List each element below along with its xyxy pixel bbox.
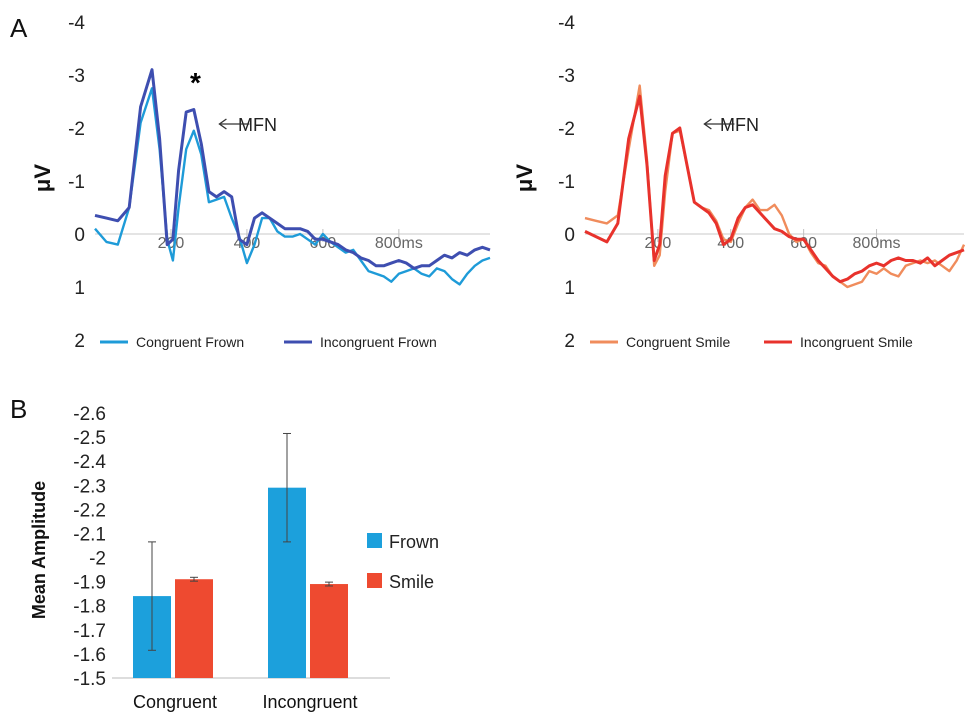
significance-marker: *: [190, 67, 201, 98]
y-tick-label: -4: [558, 13, 575, 34]
y-tick-label: -2: [558, 119, 575, 140]
y-axis-label: Mean Amplitude: [29, 481, 49, 619]
x-tick-label: 800ms: [853, 235, 901, 252]
category-label: Incongruent: [262, 692, 357, 712]
x-tick-label: 200: [158, 235, 185, 252]
bar-smile: [175, 579, 213, 678]
x-tick-label: 800ms: [375, 235, 423, 252]
y-tick-label: -1.8: [73, 597, 106, 618]
legend-label: Incongruent Smile: [800, 334, 913, 350]
y-tick-label: 1: [74, 278, 85, 299]
y-tick-label: -2.1: [73, 524, 106, 545]
bar-smile: [310, 584, 348, 678]
y-tick-label: -2.4: [73, 452, 106, 473]
legend-label: Congruent Smile: [626, 334, 730, 350]
legend-label: Smile: [389, 572, 434, 592]
y-tick-label: 0: [74, 225, 85, 246]
y-tick-label: -2: [89, 549, 106, 570]
y-tick-label: 2: [74, 331, 85, 352]
y-tick-label: -1: [68, 172, 85, 193]
y-axis-label: μV: [512, 164, 537, 192]
bar-chart-mean-amplitude: Mean Amplitude -2.6 -2.5 -2.4 -2.3 -2.2 -2.1 -…: [29, 404, 439, 712]
y-tick-label: -1.9: [73, 573, 106, 594]
mfn-annotation: MFN: [720, 115, 759, 135]
y-tick-label: -1.5: [73, 669, 106, 690]
mfn-arrow-head: [218, 118, 227, 130]
y-tick-label: 2: [564, 331, 575, 352]
y-tick-label: -1.7: [73, 621, 106, 642]
legend-label: Incongruent Frown: [320, 334, 437, 350]
y-tick-label: -3: [68, 66, 85, 87]
y-tick-label: 1: [564, 278, 575, 299]
panel-label-b: B: [10, 394, 27, 424]
y-tick-label: -2.6: [73, 404, 106, 425]
y-tick-label: -1.6: [73, 645, 106, 666]
mfn-arrow-head: [703, 118, 712, 130]
legend-label: Frown: [389, 532, 439, 552]
y-tick-label: -2.3: [73, 476, 106, 497]
y-tick-label: -1: [558, 172, 575, 193]
y-tick-label: -4: [68, 13, 85, 34]
category-label: Congruent: [133, 692, 217, 712]
legend-swatch: [367, 573, 382, 588]
y-tick-label: -2.5: [73, 428, 106, 449]
y-tick-label: -2: [68, 119, 85, 140]
y-tick-label: 0: [564, 225, 575, 246]
legend-label: Congruent Frown: [136, 334, 244, 350]
legend-swatch: [367, 533, 382, 548]
panel-label-a: A: [10, 13, 28, 43]
y-tick-label: -2.2: [73, 500, 106, 521]
series-line-1: [94, 87, 491, 286]
series-line-2: [94, 68, 491, 270]
y-tick-label: -3: [558, 66, 575, 87]
mfn-annotation: MFN: [238, 115, 277, 135]
series-line-2: [584, 94, 965, 284]
y-axis-label: μV: [30, 164, 55, 192]
